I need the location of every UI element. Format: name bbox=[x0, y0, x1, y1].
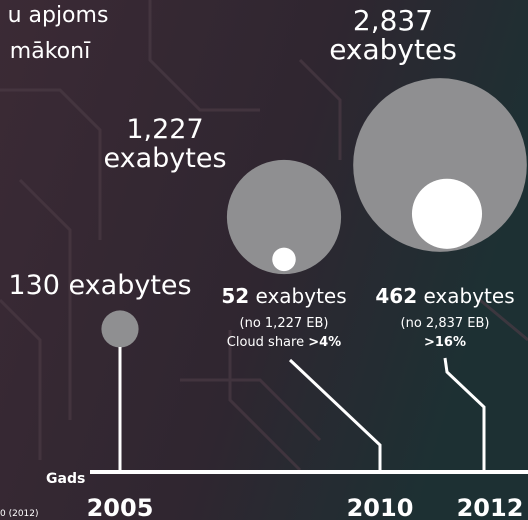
cloud-unit: exabytes bbox=[256, 284, 347, 308]
value-number: 2,837 bbox=[353, 4, 433, 37]
value-number: 130 bbox=[8, 270, 60, 301]
value-unit: exabytes bbox=[103, 143, 226, 174]
x-tick-label: 2005 bbox=[87, 494, 154, 520]
cloud-unit: exabytes bbox=[423, 284, 514, 308]
circuit-decoration bbox=[0, 0, 528, 472]
source: 0 (2012) bbox=[0, 509, 39, 519]
title-line: u apjoms bbox=[8, 3, 109, 28]
cloud-share: >16% bbox=[424, 335, 466, 350]
connector bbox=[288, 358, 382, 472]
cloud-note: (no 1,227 EB) bbox=[240, 316, 329, 331]
cloud-share-label: Cloud share bbox=[227, 335, 304, 350]
bubble bbox=[226, 159, 342, 275]
value-number: 1,227 bbox=[126, 114, 203, 145]
x-tick-label: 2012 bbox=[457, 494, 524, 520]
bubble bbox=[353, 78, 527, 252]
value-unit: exabytes bbox=[329, 33, 457, 66]
x-tick-label: 2010 bbox=[347, 494, 414, 520]
cloud-label: 462 exabytes bbox=[375, 284, 514, 308]
cloud-number: 52 bbox=[221, 284, 249, 308]
value-unit: exabytes bbox=[69, 270, 192, 301]
cloud-note: (no 2,837 EB) bbox=[401, 316, 490, 331]
connector bbox=[443, 357, 486, 472]
x-axis-label: Gads bbox=[46, 471, 85, 487]
cloud-label: 52 exabytes bbox=[221, 284, 346, 308]
bubble bbox=[101, 310, 139, 348]
cloud-share-value: >4% bbox=[308, 335, 341, 350]
cloud-number: 462 bbox=[375, 284, 417, 308]
cloud-bubble bbox=[411, 178, 483, 249]
cloud-share: Cloud share >4% bbox=[227, 335, 341, 350]
value-label: 130 exabytes bbox=[8, 270, 191, 301]
title-line: mākonī bbox=[10, 39, 91, 64]
cloud-bubble bbox=[272, 247, 296, 272]
cloud-share-value: >16% bbox=[424, 335, 466, 350]
